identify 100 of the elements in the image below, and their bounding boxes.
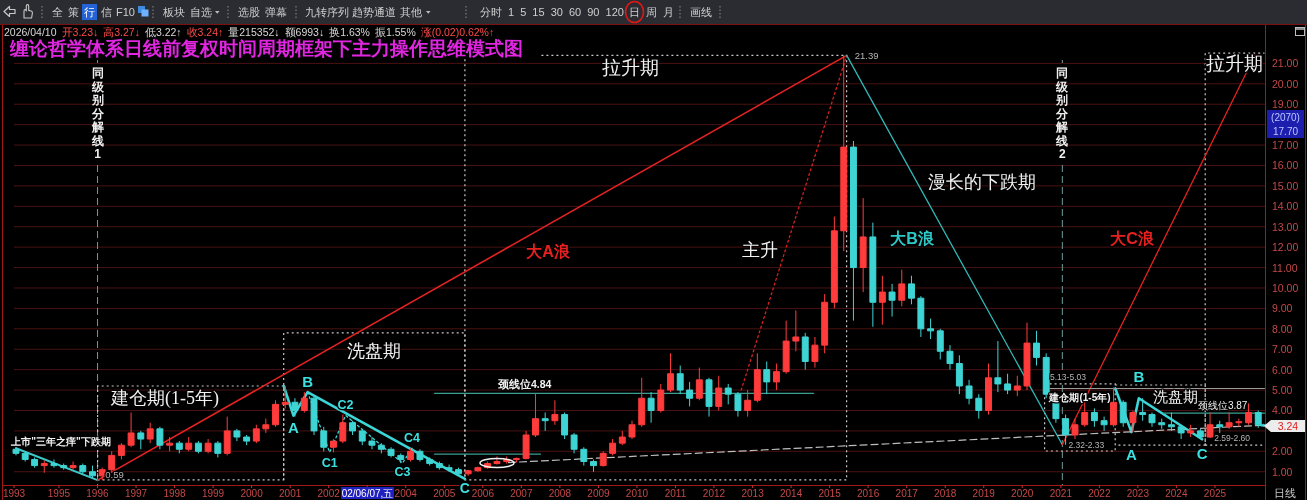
- y-tick-label: 14.00: [1272, 200, 1299, 213]
- candlestick: [541, 412, 549, 432]
- candlestick: [792, 309, 800, 352]
- x-tick-label: 2020: [1011, 488, 1034, 499]
- candlestick: [416, 448, 424, 463]
- x-tick-label: 2021: [1049, 488, 1073, 499]
- x-tick-label: 1995: [47, 488, 71, 499]
- annotation: B: [302, 372, 314, 390]
- candlestick: [869, 222, 877, 328]
- annotation: C2: [337, 398, 354, 413]
- text: 信: [101, 6, 112, 18]
- annotation: 上市"三年之痒"下跌期: [10, 435, 111, 447]
- x-tick-label: 1998: [163, 488, 187, 499]
- x-tick-label: 2017: [895, 488, 919, 499]
- candlestick: [243, 434, 251, 446]
- candlestick: [821, 293, 829, 354]
- annotation: 颈线位3.87: [1197, 399, 1248, 411]
- candlestick: [609, 438, 617, 456]
- y-tick-label: 9.00: [1272, 302, 1293, 315]
- x-tick-label: 2010: [625, 488, 649, 499]
- candlestick: [474, 466, 482, 473]
- candlestick: [233, 428, 241, 442]
- candlestick: [175, 440, 183, 454]
- candlestick: [782, 320, 790, 375]
- annotation: 收3.24↑: [186, 26, 224, 38]
- candlestick: [137, 430, 145, 450]
- candlestick: [464, 469, 472, 477]
- candlestick: [994, 340, 1002, 393]
- annotation: 高3.27↓: [103, 26, 140, 38]
- candlestick: [21, 450, 29, 463]
- x-tick-label: 1999: [201, 488, 225, 499]
- text: 自选: [190, 6, 212, 18]
- annotation: 量215352↓: [228, 26, 280, 38]
- annotation: 拉升期: [601, 56, 659, 78]
- candlestick: [79, 463, 87, 475]
- candlestick: [512, 456, 520, 464]
- text: 全: [52, 6, 63, 18]
- candlestick: [888, 283, 896, 318]
- annotation: 大C浪: [1110, 228, 1155, 247]
- text: (2070): [1271, 111, 1300, 123]
- x-tick-label: 2025: [1203, 488, 1227, 499]
- candlestick: [252, 424, 260, 444]
- candlestick: [407, 447, 414, 463]
- candlestick: [1110, 386, 1117, 428]
- candlestick: [368, 436, 376, 450]
- x-tick-label: 2008: [548, 488, 572, 499]
- y-tick-label: 1.00: [1272, 465, 1293, 478]
- candlestick: [676, 365, 684, 395]
- candlestick: [1090, 407, 1098, 428]
- candlestick: [60, 463, 68, 471]
- y-tick-label: 6.00: [1272, 363, 1293, 376]
- x-tick-label: 2015: [818, 488, 842, 499]
- annotation: C4: [404, 431, 421, 446]
- candlestick: [377, 442, 385, 454]
- candlestick: [1225, 412, 1233, 430]
- candlestick: [647, 391, 655, 424]
- candlestick: [445, 464, 453, 473]
- candlestick: [339, 414, 347, 444]
- annotation: 大B浪: [890, 228, 935, 247]
- text: 板块: [162, 6, 185, 18]
- annotation: 振1.55%: [374, 26, 416, 38]
- text: 其他: [400, 6, 422, 18]
- x-tick-label: 2009: [587, 488, 611, 499]
- y-tick-label: 2.00: [1272, 445, 1293, 458]
- candlestick: [917, 295, 925, 338]
- candlestick: [1033, 330, 1040, 367]
- text: 画线: [690, 6, 712, 18]
- candlestick: [493, 455, 501, 466]
- text: F10: [116, 6, 135, 18]
- candlestick: [185, 436, 193, 452]
- y-tick-label: 20.00: [1272, 77, 1299, 90]
- candlestick: [1013, 375, 1021, 397]
- candlestick: [204, 438, 212, 454]
- candlestick: [1052, 401, 1060, 424]
- annotation: 开3.23↓: [61, 26, 99, 38]
- candlestick: [975, 393, 983, 420]
- y-tick-label: 5.00: [1272, 384, 1293, 397]
- candlestick: [744, 389, 752, 418]
- annotation: C3: [394, 465, 411, 480]
- annotation: C1: [321, 456, 338, 471]
- annotation: 主升: [742, 240, 778, 260]
- text: 月: [663, 6, 674, 18]
- candlestick: [310, 395, 318, 436]
- annotation: 低3.22↑: [144, 26, 182, 38]
- candlestick: [936, 328, 944, 360]
- candlestick: [830, 216, 838, 309]
- candlestick: [1023, 322, 1031, 391]
- annotation: A: [288, 419, 300, 437]
- candlestick: [551, 399, 559, 426]
- x-tick-label: 2024: [1165, 488, 1188, 499]
- text: 1 5 15 30 60 90 120: [508, 6, 624, 18]
- candlestick: [811, 336, 819, 369]
- annotation: 建仓期(1-5年): [110, 388, 219, 409]
- candlestick: [1245, 402, 1252, 426]
- text: 周: [646, 6, 657, 18]
- candlestick: [1071, 418, 1079, 440]
- candlestick: [358, 428, 366, 446]
- x-tick-label: 2005: [433, 488, 456, 499]
- candlestick: [667, 352, 674, 393]
- candlestick: [127, 412, 135, 448]
